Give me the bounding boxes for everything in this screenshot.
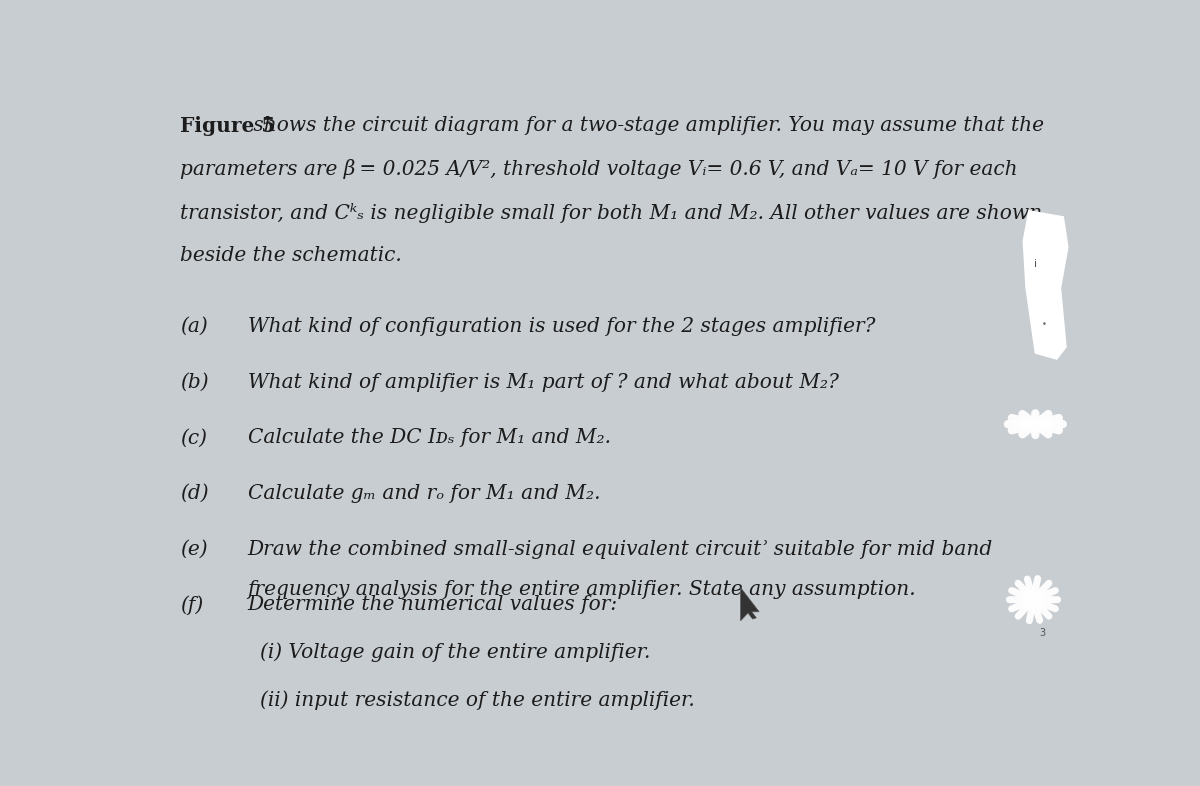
Text: (b): (b) xyxy=(180,373,209,391)
Text: i: i xyxy=(1033,259,1037,269)
Text: Calculate gₘ and rₒ for M₁ and M₂.: Calculate gₘ and rₒ for M₁ and M₂. xyxy=(247,484,600,503)
Polygon shape xyxy=(1024,211,1068,359)
Text: What kind of configuration is used for the 2 stages amplifier?: What kind of configuration is used for t… xyxy=(247,317,875,336)
Text: (f): (f) xyxy=(180,596,203,615)
Text: shows the circuit diagram for a two-stage amplifier. You may assume that the: shows the circuit diagram for a two-stag… xyxy=(247,116,1044,134)
Text: (e): (e) xyxy=(180,540,208,559)
Text: (i) Voltage gain of the entire amplifier.: (i) Voltage gain of the entire amplifier… xyxy=(259,643,650,663)
Text: frequency analysis for the entire amplifier. State any assumption.: frequency analysis for the entire amplif… xyxy=(247,580,917,599)
Text: Determine the numerical values for:: Determine the numerical values for: xyxy=(247,596,618,615)
Text: transistor, and Cᵏₛ is negligible small for both M₁ and M₂. All other values are: transistor, and Cᵏₛ is negligible small … xyxy=(180,203,1042,222)
Polygon shape xyxy=(740,588,760,621)
Text: 3: 3 xyxy=(1039,628,1046,638)
Text: beside the schematic.: beside the schematic. xyxy=(180,246,402,265)
Text: (a): (a) xyxy=(180,317,208,336)
Text: Figure 5: Figure 5 xyxy=(180,116,275,135)
Text: Draw the combined small-signal equivalent circuitʾ suitable for mid band: Draw the combined small-signal equivalen… xyxy=(247,540,992,559)
Text: Calculate the DC Iᴅₛ for M₁ and M₂.: Calculate the DC Iᴅₛ for M₁ and M₂. xyxy=(247,428,611,447)
Text: What kind of amplifier is M₁ part of ? and what about M₂?: What kind of amplifier is M₁ part of ? a… xyxy=(247,373,839,391)
Text: (c): (c) xyxy=(180,428,206,447)
Text: (ii) input resistance of the entire amplifier.: (ii) input resistance of the entire ampl… xyxy=(259,690,695,710)
Text: (d): (d) xyxy=(180,484,209,503)
Text: parameters are β = 0.025 A/V², threshold voltage Vᵢ= 0.6 V, and Vₐ= 10 V for eac: parameters are β = 0.025 A/V², threshold… xyxy=(180,159,1018,179)
Text: •: • xyxy=(1043,320,1048,329)
